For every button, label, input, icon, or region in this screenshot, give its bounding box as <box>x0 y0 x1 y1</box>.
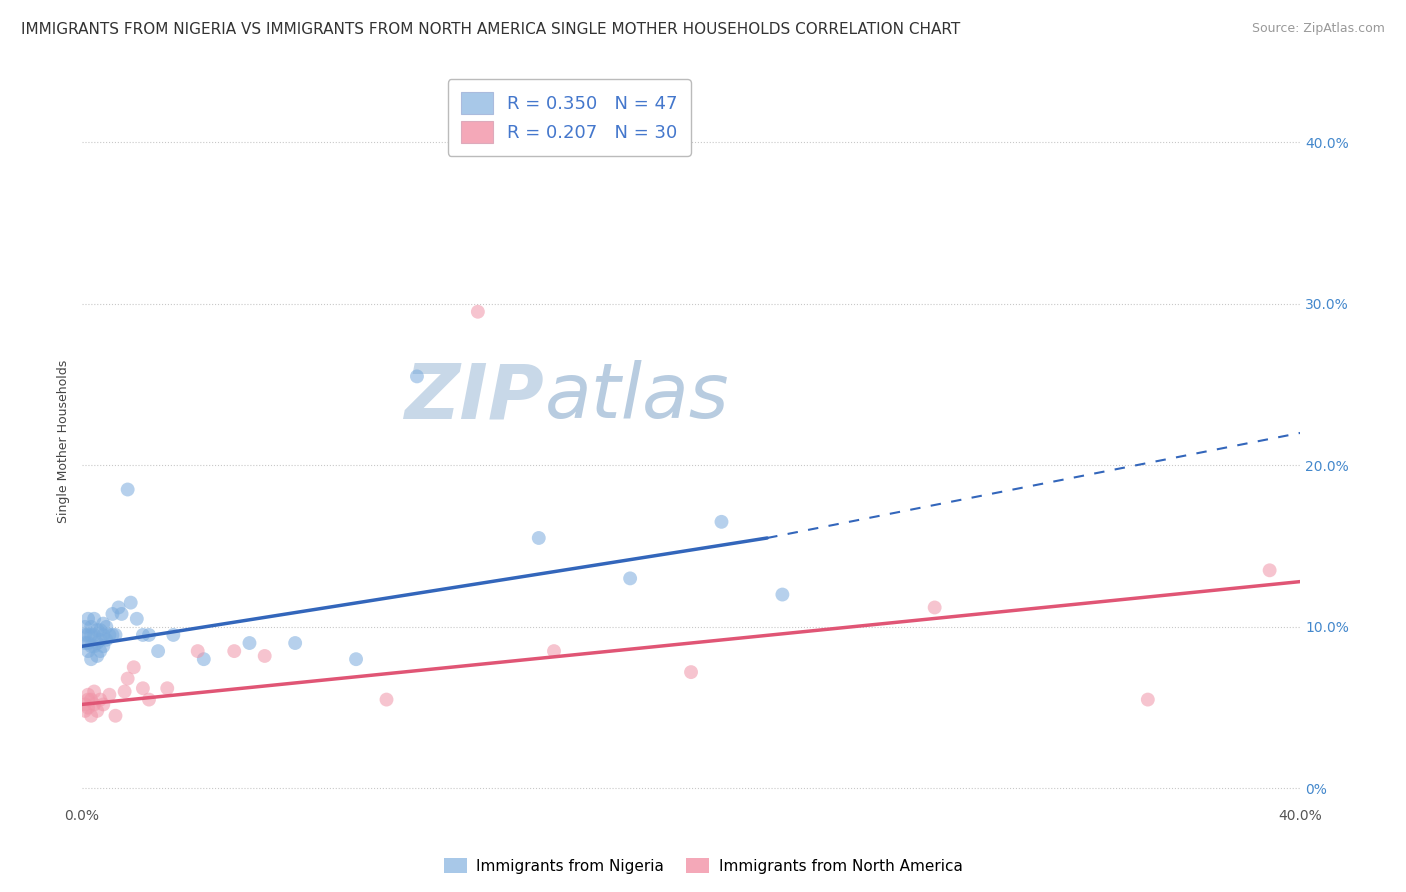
Point <box>73 704 96 718</box>
Point <box>83 698 105 712</box>
Point <box>77 628 100 642</box>
Point <box>80 640 103 654</box>
Point <box>156 681 179 696</box>
Text: ZIP: ZIP <box>405 360 546 434</box>
Point <box>162 628 184 642</box>
Point <box>91 698 114 712</box>
Point <box>104 708 127 723</box>
Point <box>138 628 160 642</box>
Point <box>146 644 169 658</box>
Point <box>73 628 96 642</box>
Point <box>86 648 108 663</box>
Point <box>543 644 565 658</box>
Point <box>253 648 276 663</box>
Point <box>89 632 111 647</box>
Point <box>132 628 155 642</box>
Point <box>193 652 215 666</box>
Point <box>91 640 114 654</box>
Point <box>375 692 398 706</box>
Text: IMMIGRANTS FROM NIGERIA VS IMMIGRANTS FROM NORTH AMERICA SINGLE MOTHER HOUSEHOLD: IMMIGRANTS FROM NIGERIA VS IMMIGRANTS FR… <box>21 22 960 37</box>
Point <box>89 692 111 706</box>
Point <box>114 684 136 698</box>
Point <box>77 692 100 706</box>
Legend: Immigrants from Nigeria, Immigrants from North America: Immigrants from Nigeria, Immigrants from… <box>437 852 969 880</box>
Point <box>98 688 121 702</box>
Point <box>80 628 103 642</box>
Point <box>96 620 118 634</box>
Text: atlas: atlas <box>546 360 730 434</box>
Point <box>86 636 108 650</box>
Y-axis label: Single Mother Households: Single Mother Households <box>58 359 70 523</box>
Point <box>770 588 793 602</box>
Point <box>527 531 550 545</box>
Point <box>83 628 105 642</box>
Legend: R = 0.350   N = 47, R = 0.207   N = 30: R = 0.350 N = 47, R = 0.207 N = 30 <box>449 79 690 156</box>
Point <box>710 515 733 529</box>
Point <box>107 600 129 615</box>
Point <box>80 708 103 723</box>
Point <box>110 607 132 621</box>
Point <box>101 628 124 642</box>
Point <box>138 692 160 706</box>
Point <box>1258 563 1281 577</box>
Point <box>284 636 307 650</box>
Point <box>117 483 139 497</box>
Point <box>86 623 108 637</box>
Point <box>924 600 946 615</box>
Text: Source: ZipAtlas.com: Source: ZipAtlas.com <box>1251 22 1385 36</box>
Point <box>83 612 105 626</box>
Point <box>80 620 103 634</box>
Point <box>73 698 96 712</box>
Point <box>89 623 111 637</box>
Point <box>96 632 118 647</box>
Point <box>224 644 246 658</box>
Point <box>83 684 105 698</box>
Point <box>467 304 489 318</box>
Point <box>91 616 114 631</box>
Point <box>619 571 641 585</box>
Point <box>98 628 121 642</box>
Point <box>80 652 103 666</box>
Point <box>125 612 148 626</box>
Point <box>89 644 111 658</box>
Point <box>101 607 124 621</box>
Point <box>83 640 105 654</box>
Point <box>344 652 367 666</box>
Point <box>86 704 108 718</box>
Point <box>1136 692 1159 706</box>
Point <box>91 628 114 642</box>
Point <box>238 636 260 650</box>
Point <box>406 369 429 384</box>
Point <box>122 660 145 674</box>
Point <box>104 628 127 642</box>
Point <box>77 700 100 714</box>
Point <box>73 636 96 650</box>
Point <box>77 688 100 702</box>
Point <box>120 596 142 610</box>
Point <box>117 672 139 686</box>
Point <box>80 692 103 706</box>
Point <box>73 620 96 634</box>
Point <box>187 644 209 658</box>
Point <box>679 665 702 679</box>
Point <box>77 644 100 658</box>
Point <box>132 681 155 696</box>
Point <box>77 612 100 626</box>
Point <box>77 636 100 650</box>
